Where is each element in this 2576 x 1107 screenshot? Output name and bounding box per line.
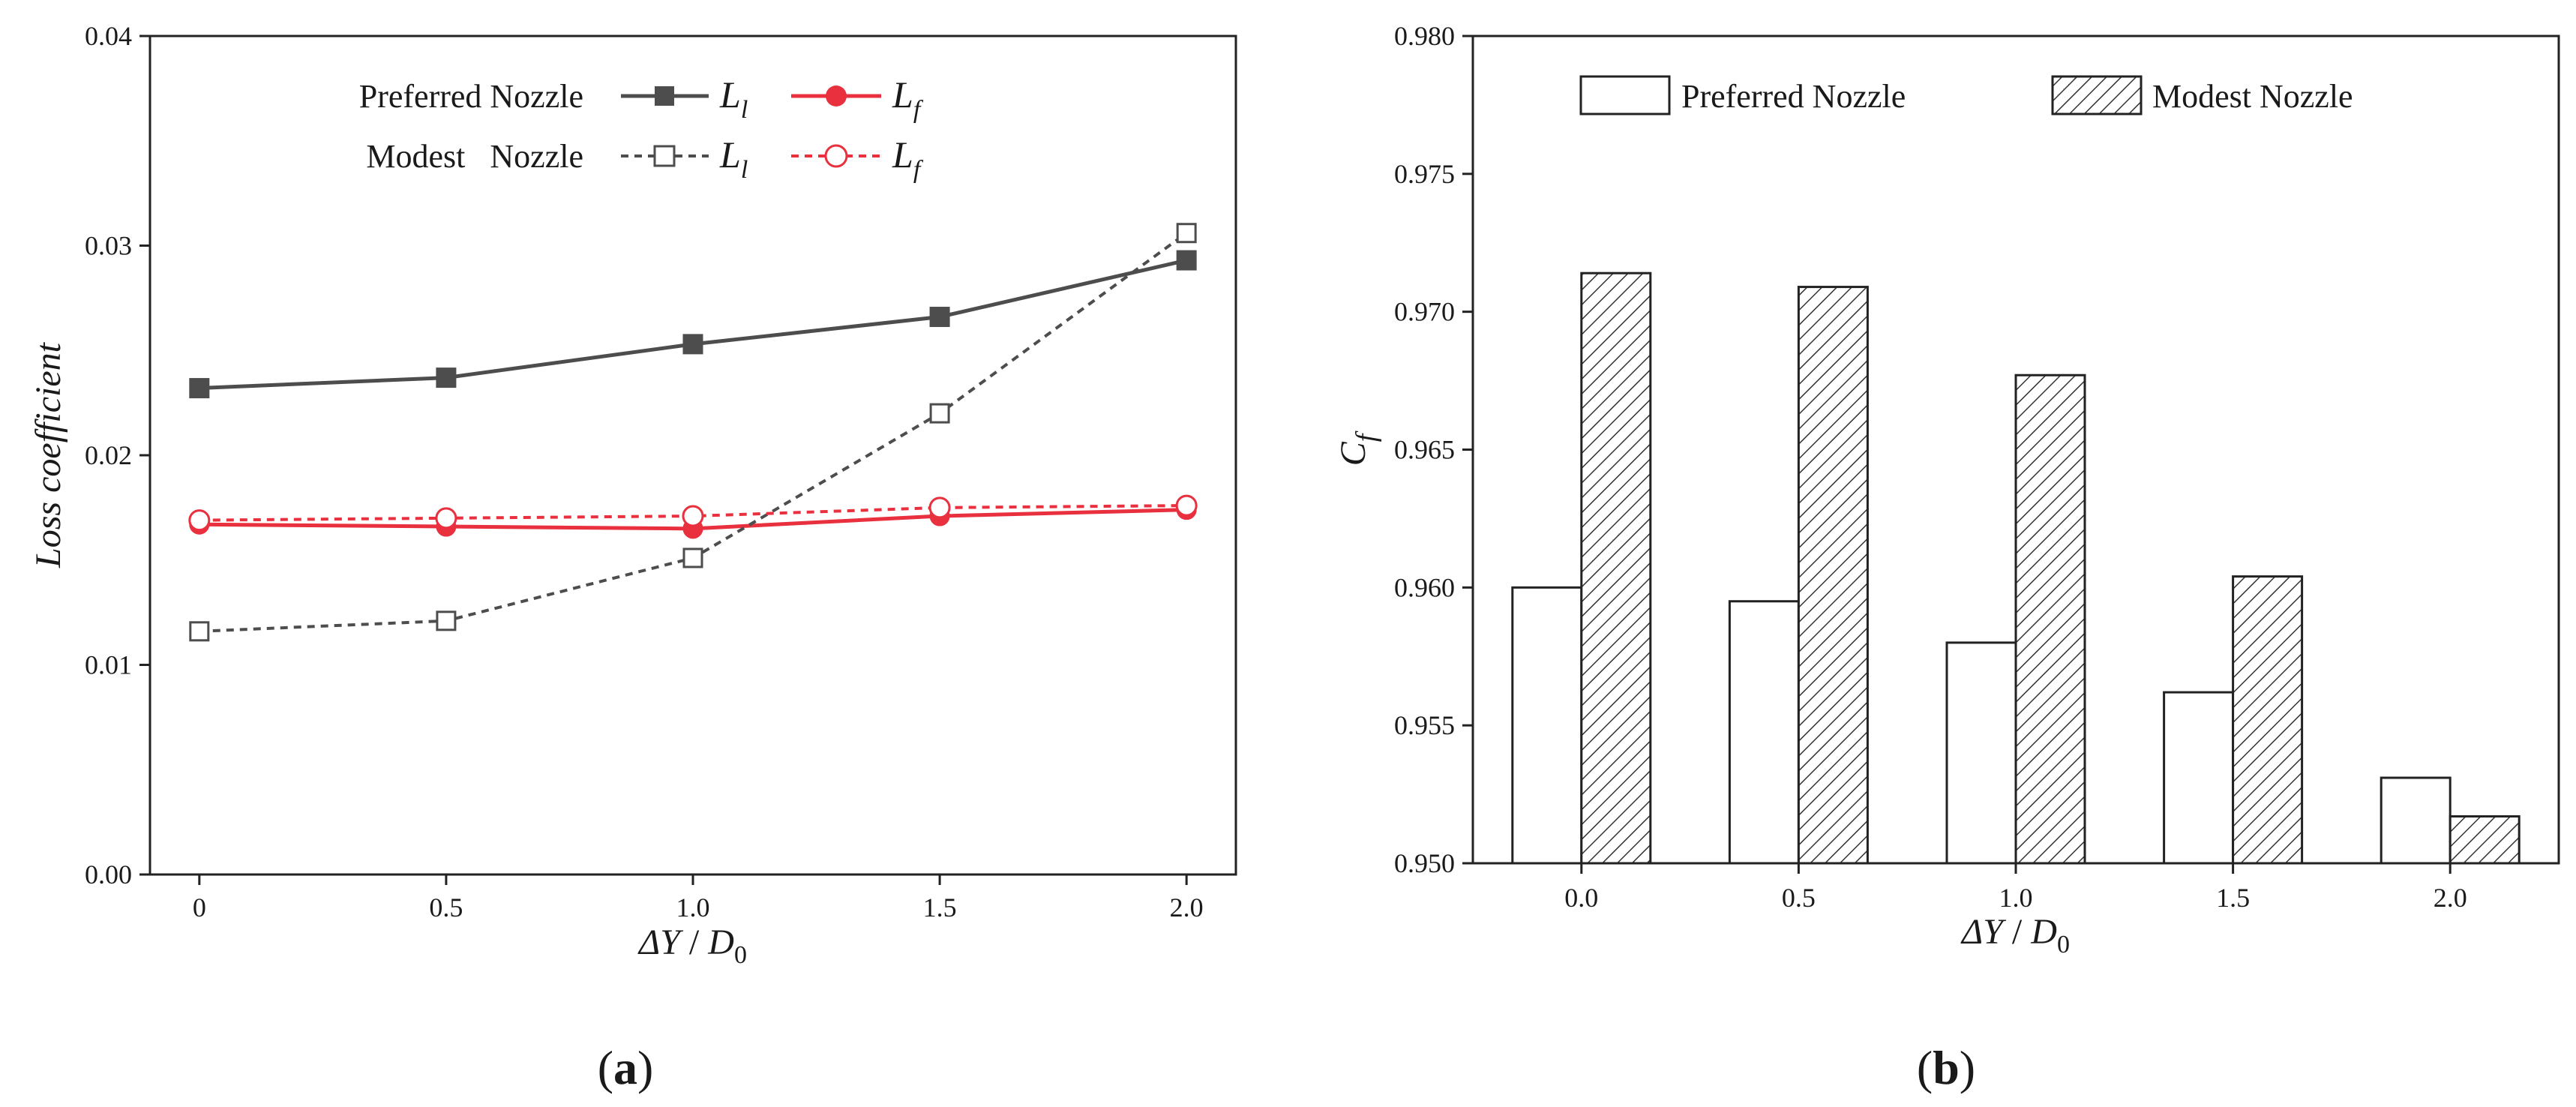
legend-row-label-preferred: Preferred Nozzle xyxy=(359,78,583,115)
legend-symbol-preferred-ll: Ll xyxy=(719,74,748,124)
data-point xyxy=(683,506,703,526)
x-tick-label: 0.5 xyxy=(429,892,463,922)
legend-label-preferred: Preferred Nozzle xyxy=(1681,78,1906,115)
y-axis-ticks: 0.00 0.01 0.02 0.03 0.04 xyxy=(85,21,150,890)
legend-row-label-modest: Modest Nozzle xyxy=(366,138,583,175)
x-axis-label: ΔY / D0 xyxy=(637,922,747,969)
y-tick-label: 0.960 xyxy=(1394,572,1455,602)
data-point xyxy=(190,380,208,398)
legend-marker-modest-lf xyxy=(826,146,847,166)
y-axis-label: Loss coefficient xyxy=(28,341,68,568)
y-tick-label: 0.00 xyxy=(85,860,132,890)
y-tick-label: 0.980 xyxy=(1394,21,1455,51)
data-point xyxy=(684,549,702,567)
y-axis-ticks: 0.950 0.955 0.960 0.965 0.970 0.975 0.980 xyxy=(1394,21,1473,878)
legend-symbol-modest-lf: Lf xyxy=(892,134,924,184)
data-point xyxy=(931,404,949,422)
data-point xyxy=(1177,224,1195,242)
panel-label-a: (a) xyxy=(598,1041,654,1094)
figure: 0.00 0.01 0.02 0.03 0.04 0 0.5 1.0 1.5 2.0 Prefe… xyxy=(0,0,2576,1107)
data-point xyxy=(190,622,208,640)
data-point xyxy=(437,369,455,387)
y-tick-label: 0.03 xyxy=(85,231,132,261)
data-point xyxy=(1177,496,1196,515)
legend-marker-modest-ll xyxy=(655,146,674,166)
bar-modest xyxy=(2233,577,2302,863)
x-tick-label: 0 xyxy=(193,892,206,922)
legend-marker-preferred-ll xyxy=(655,86,674,106)
y-tick-label: 0.975 xyxy=(1394,159,1455,189)
series-line-0 xyxy=(199,260,1186,388)
bar-preferred xyxy=(1947,643,2016,863)
data-point xyxy=(1177,251,1195,269)
data-point xyxy=(684,335,702,353)
x-tick-label: 1.0 xyxy=(1999,883,2033,913)
legend: Preferred Nozzle Modest Nozzle Ll Lf Ll … xyxy=(359,74,924,184)
x-tick-label: 1.5 xyxy=(923,892,957,922)
x-tick-label: 2.0 xyxy=(1170,892,1204,922)
line-chart-panel: 0.00 0.01 0.02 0.03 0.04 0 0.5 1.0 1.5 2.0 Prefe… xyxy=(28,21,1236,1094)
data-point xyxy=(437,612,455,630)
y-tick-label: 0.01 xyxy=(85,650,132,680)
data-point xyxy=(190,511,209,530)
bar-preferred xyxy=(1513,587,1582,863)
x-axis-ticks: 0.0 0.5 1.0 1.5 2.0 xyxy=(1564,863,2467,913)
y-tick-label: 0.965 xyxy=(1394,435,1455,465)
legend-label-modest: Modest Nozzle xyxy=(2152,78,2353,115)
bar-modest xyxy=(2016,375,2085,863)
panel-label-b: (b) xyxy=(1917,1041,1975,1094)
y-tick-label: 0.02 xyxy=(85,440,132,470)
bar-modest xyxy=(1582,273,1651,863)
y-tick-label: 0.970 xyxy=(1394,297,1455,327)
bar-modest xyxy=(2450,816,2519,863)
bar-preferred xyxy=(2381,778,2450,863)
legend: Preferred Nozzle Modest Nozzle xyxy=(1581,76,2353,115)
bar-modest xyxy=(1798,287,1867,863)
data-point xyxy=(930,498,949,518)
y-tick-label: 0.950 xyxy=(1394,848,1455,878)
legend-marker-preferred-lf xyxy=(826,86,847,106)
data-point xyxy=(436,508,456,528)
x-tick-label: 0.5 xyxy=(1782,883,1816,913)
plot-area-frame xyxy=(150,36,1236,874)
x-axis-label: ΔY / D0 xyxy=(1960,912,2070,958)
x-tick-label: 1.5 xyxy=(2216,883,2250,913)
x-tick-label: 2.0 xyxy=(2434,883,2467,913)
bars-group xyxy=(1513,273,2519,863)
y-tick-label: 0.955 xyxy=(1394,710,1455,740)
bar-preferred xyxy=(2164,692,2233,863)
legend-symbol-modest-ll: Ll xyxy=(719,134,748,184)
legend-swatch-preferred xyxy=(1581,76,1669,114)
y-tick-label: 0.04 xyxy=(85,21,132,51)
x-axis-ticks: 0 0.5 1.0 1.5 2.0 xyxy=(193,874,1204,922)
legend-symbol-preferred-lf: Lf xyxy=(892,74,924,124)
x-tick-label: 1.0 xyxy=(676,892,710,922)
y-axis-label: Cf xyxy=(1333,430,1382,466)
bar-preferred xyxy=(1729,602,1798,863)
legend-swatch-modest xyxy=(2053,76,2141,114)
x-tick-label: 0.0 xyxy=(1564,883,1598,913)
data-point xyxy=(931,308,949,326)
series-group xyxy=(190,224,1196,640)
